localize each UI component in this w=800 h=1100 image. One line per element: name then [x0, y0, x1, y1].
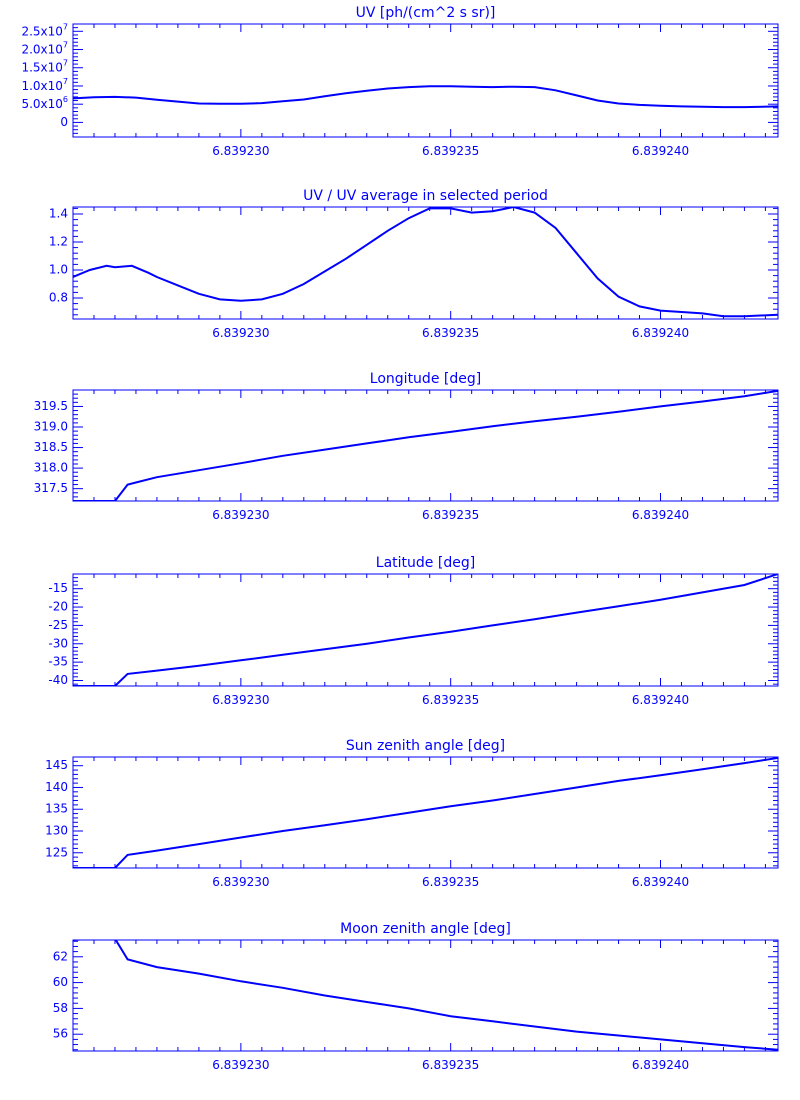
y-tick-label: 125: [45, 845, 68, 859]
plot-frame: [72, 206, 779, 320]
x-tick-label: 6.839230: [212, 693, 269, 707]
y-tick-label: -35: [48, 655, 68, 669]
chart-title: Longitude [deg]: [370, 371, 481, 387]
series-line: [73, 85, 778, 109]
chart-panel-4: Latitude [deg] 6.839230 6.839235 6.839240 -4…: [48, 555, 779, 707]
y-tick-label: 62: [53, 949, 68, 963]
x-tick-label: 6.839230: [212, 144, 269, 158]
x-tick-label: 6.839235: [422, 1058, 479, 1072]
series-line: [73, 390, 778, 501]
y-tick-label: 318.0: [34, 461, 68, 475]
plot-frame: [72, 23, 779, 138]
plot-frame: [72, 756, 779, 869]
y-tick-label: 5.0x106: [21, 95, 68, 111]
x-tick-label: 6.839235: [422, 508, 479, 522]
y-tick-label: 319.5: [34, 399, 68, 413]
y-tick-label: 130: [45, 824, 68, 838]
x-tick-label: 6.839235: [422, 875, 479, 889]
y-tick-label: 1.5x107: [21, 58, 68, 74]
series-line: [73, 940, 778, 1051]
y-tick-label: 1.4: [49, 207, 68, 221]
y-tick-label: -25: [48, 618, 68, 632]
y-tick-label: 58: [53, 1001, 68, 1015]
y-tick-label: -15: [48, 581, 68, 595]
x-tick-label: 6.839240: [632, 693, 689, 707]
series-line: [73, 207, 778, 318]
y-tick-label: -30: [48, 636, 68, 650]
chart-panel-2: UV / UV average in selected period 6.8392…: [49, 188, 779, 340]
y-tick-label: 56: [53, 1027, 68, 1041]
plot-frame: [72, 573, 779, 687]
y-tick-label: 318.5: [34, 440, 68, 454]
series-line: [73, 757, 778, 868]
series-line: [73, 574, 778, 686]
y-tick-label: 1.0: [49, 263, 68, 277]
y-tick-label: 135: [45, 802, 68, 816]
x-tick-label: 6.839240: [632, 326, 689, 340]
x-tick-label: 6.839240: [632, 1058, 689, 1072]
y-tick-label: 2.5x107: [21, 22, 68, 38]
chart-panel-6: Moon zenith angle [deg] 6.839230 6.839235 6…: [53, 921, 779, 1072]
chart-title: UV / UV average in selected period: [303, 188, 548, 204]
y-tick-label: 145: [45, 758, 68, 772]
chart-panel-5: Sun zenith angle [deg] 6.839230 6.839235 6.…: [45, 738, 779, 889]
x-tick-label: 6.839230: [212, 508, 269, 522]
y-tick-label: 2.0x107: [21, 40, 68, 56]
chart-panel-1: UV [ph/(cm^2 s sr)] 6.839230 6.839235 6.839…: [21, 5, 779, 158]
x-tick-label: 6.839240: [632, 144, 689, 158]
x-tick-label: 6.839235: [422, 144, 479, 158]
plot-frame: [72, 939, 779, 1052]
x-tick-label: 6.839235: [422, 693, 479, 707]
x-tick-label: 6.839235: [422, 326, 479, 340]
y-tick-label: 1.2: [49, 235, 68, 249]
x-tick-label: 6.839230: [212, 326, 269, 340]
chart-title: UV [ph/(cm^2 s sr)]: [356, 5, 496, 21]
x-tick-label: 6.839240: [632, 508, 689, 522]
y-tick-label: 140: [45, 780, 68, 794]
x-tick-label: 6.839230: [212, 875, 269, 889]
y-tick-label: 319.0: [34, 420, 68, 434]
y-tick-label: -40: [48, 673, 68, 687]
chart-panel-3: Longitude [deg] 6.839230 6.839235 6.839240 3…: [34, 371, 779, 522]
plot-frame: [72, 389, 779, 502]
y-tick-label: 0.8: [49, 291, 68, 305]
x-tick-label: 6.839240: [632, 875, 689, 889]
y-tick-label: 0: [60, 115, 68, 129]
chart-title: Moon zenith angle [deg]: [340, 921, 511, 937]
chart-title: Latitude [deg]: [376, 555, 475, 571]
x-tick-label: 6.839230: [212, 1058, 269, 1072]
y-tick-label: 317.5: [34, 481, 68, 495]
y-tick-label: 1.0x107: [21, 76, 68, 92]
chart-title: Sun zenith angle [deg]: [346, 738, 505, 754]
y-tick-label: -20: [48, 600, 68, 614]
y-tick-label: 60: [53, 975, 68, 989]
